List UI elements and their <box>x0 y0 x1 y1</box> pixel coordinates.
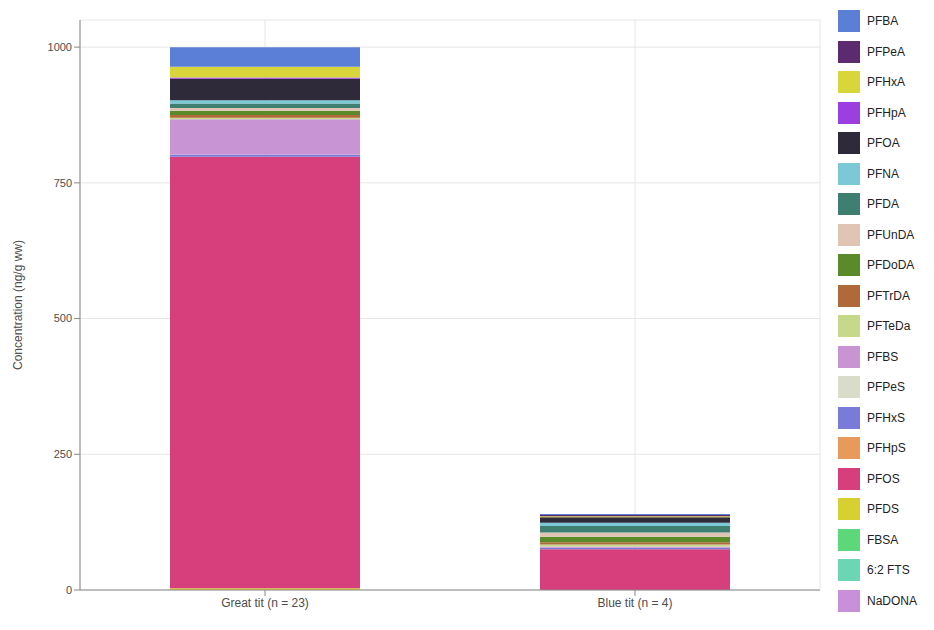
svg-text:1000: 1000 <box>48 41 72 53</box>
svg-text:Concentration (ng/g ww): Concentration (ng/g ww) <box>11 240 25 370</box>
html-text:PFHpS: PFHpS <box>867 441 906 456</box>
html-text:PFTrDA: PFTrDA <box>867 288 910 303</box>
html-text:PFDA: PFDA <box>867 197 899 212</box>
svg-text:750: 750 <box>54 177 72 189</box>
html-text:FBSA: FBSA <box>867 532 899 547</box>
html-text:PFDoDA: PFDoDA <box>867 258 915 273</box>
html-text:PFPeS: PFPeS <box>867 380 905 395</box>
svg-text:Great tit (n = 23): Great tit (n = 23) <box>221 596 309 610</box>
html-text:PFHxA: PFHxA <box>867 75 905 90</box>
svg-text:Blue tit (n = 4): Blue tit (n = 4) <box>597 596 672 610</box>
html-text:6:2 FTS: 6:2 FTS <box>867 563 910 578</box>
html-text:PFOA: PFOA <box>867 136 900 151</box>
svg-text:0: 0 <box>66 584 72 596</box>
html-text:NaDONA: NaDONA <box>867 593 917 608</box>
html-text:PFHxS: PFHxS <box>867 410 905 425</box>
html-text:PFOS: PFOS <box>867 471 900 486</box>
html-text:PFNA: PFNA <box>867 166 899 181</box>
html-text:PFBS: PFBS <box>867 349 899 364</box>
html-text:PFDS: PFDS <box>867 502 899 517</box>
svg-text:250: 250 <box>54 448 72 460</box>
html-text:PFHpA: PFHpA <box>867 105 906 120</box>
html-text:PFPeA: PFPeA <box>867 44 905 59</box>
svg-text:500: 500 <box>54 312 72 324</box>
html-text:PFTeDa: PFTeDa <box>867 319 911 334</box>
html-text:PFUnDA: PFUnDA <box>867 227 915 242</box>
html-text:PFBA: PFBA <box>867 14 899 29</box>
